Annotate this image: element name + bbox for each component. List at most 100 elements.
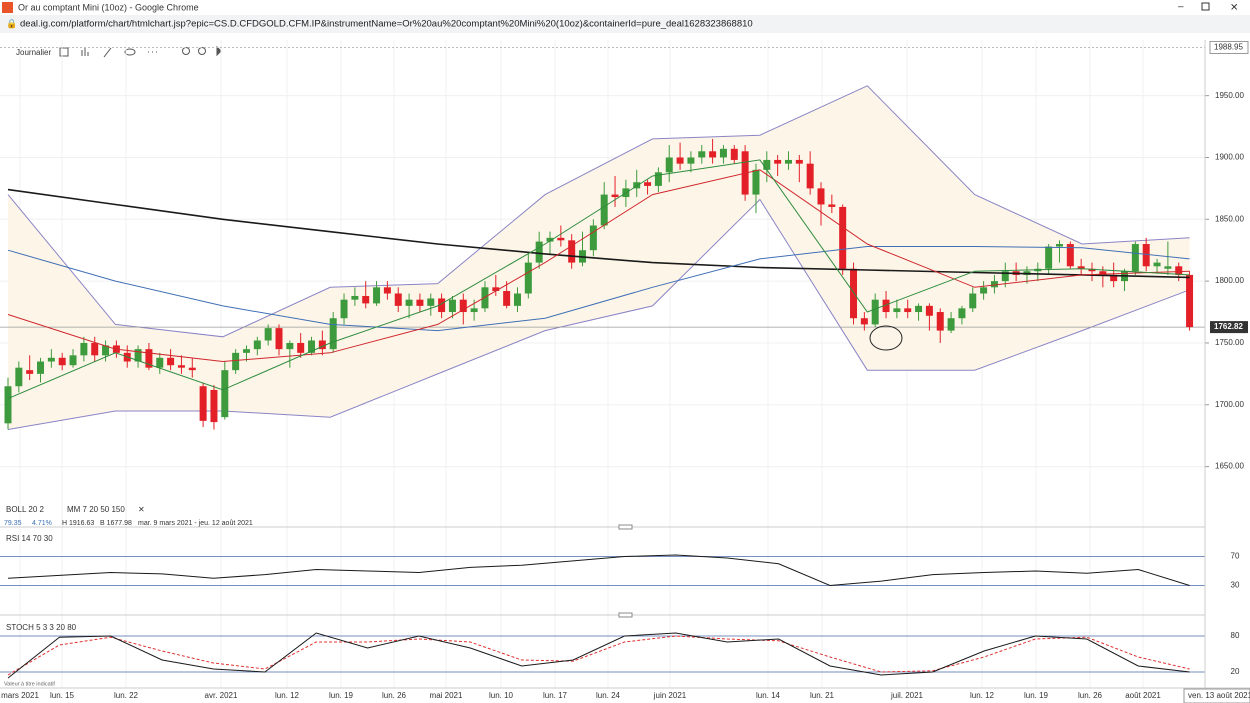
candle-body bbox=[936, 312, 944, 331]
minimize-button[interactable]: – bbox=[1178, 2, 1184, 13]
x-tick-label: lun. 26 bbox=[382, 691, 407, 700]
candle-body bbox=[1110, 274, 1118, 282]
candle-body bbox=[513, 293, 521, 306]
candle-body bbox=[990, 281, 998, 288]
candle-body bbox=[1077, 266, 1085, 269]
rsi-legend: RSI 14 70 30 bbox=[6, 534, 53, 543]
maximize-button[interactable] bbox=[1201, 2, 1210, 11]
candle-body bbox=[438, 298, 446, 313]
candle-body bbox=[448, 299, 456, 313]
candle-body bbox=[1045, 246, 1053, 269]
high-label: 1988.95 bbox=[1214, 43, 1243, 52]
x-tick-label: lun. 19 bbox=[329, 691, 354, 700]
toolbar-icons bbox=[59, 45, 222, 58]
candle-body bbox=[1153, 262, 1161, 267]
candle-body bbox=[69, 355, 77, 366]
candle-body bbox=[654, 172, 662, 186]
x-tick-label: lun. 22 bbox=[114, 691, 139, 700]
moving-average bbox=[7, 188, 1190, 279]
y-tick-label: 1650.00 bbox=[1215, 462, 1244, 471]
app-icon bbox=[2, 2, 13, 13]
stat: 4.71% bbox=[32, 520, 52, 527]
close-button[interactable]: ✕ bbox=[1230, 3, 1238, 14]
x-tick-label: juin 2021 bbox=[653, 691, 687, 700]
lock-icon: 🔒 bbox=[6, 18, 17, 28]
candle-body bbox=[394, 293, 402, 306]
candle-body bbox=[817, 188, 825, 205]
url[interactable]: deal.ig.com/platform/chart/htmlchart.jsp… bbox=[20, 19, 753, 30]
moving-average bbox=[7, 169, 1190, 363]
candle-body bbox=[221, 370, 229, 418]
moving-average bbox=[7, 246, 1190, 332]
stat: H 1916.63 bbox=[62, 520, 94, 527]
candle-body bbox=[383, 287, 391, 294]
candle-body bbox=[481, 287, 489, 309]
candle-body bbox=[80, 342, 88, 356]
x-tick-label: lun. 12 bbox=[275, 691, 300, 700]
chart-type-icon[interactable] bbox=[59, 47, 69, 57]
candle-body bbox=[188, 367, 196, 371]
candle-body bbox=[882, 299, 890, 313]
draw-icon[interactable] bbox=[103, 47, 112, 58]
y-tick-label: 30 bbox=[1231, 581, 1240, 590]
view-icon[interactable] bbox=[124, 48, 136, 56]
candle-body bbox=[860, 318, 868, 325]
candle-body bbox=[373, 287, 381, 304]
candle-body bbox=[850, 268, 858, 319]
legend-close[interactable]: ✕ bbox=[138, 505, 145, 514]
candle-body bbox=[676, 157, 684, 164]
y-tick-label: 1850.00 bbox=[1215, 214, 1244, 223]
candle-body bbox=[167, 357, 175, 366]
resize-handle[interactable] bbox=[618, 612, 633, 618]
x-tick-label: lun. 26 bbox=[1078, 691, 1103, 700]
y-tick-label: 20 bbox=[1231, 667, 1240, 676]
y-tick-label: 80 bbox=[1231, 631, 1240, 640]
interval-selector[interactable]: Journalier bbox=[16, 48, 51, 57]
candle-body bbox=[47, 357, 55, 362]
candle-body bbox=[232, 352, 240, 371]
candle-body bbox=[719, 148, 727, 158]
resize-handle[interactable] bbox=[618, 524, 633, 530]
play-icon[interactable] bbox=[216, 45, 222, 57]
chart-layer: mars 2021 lun. 15 lun. 22 avr. 2021 lun. 12 l… bbox=[0, 40, 1249, 700]
candle-body bbox=[546, 237, 554, 242]
candle-body bbox=[1131, 244, 1139, 272]
candle-body bbox=[351, 295, 359, 300]
candle-body bbox=[1066, 244, 1074, 267]
y-tick-label: 1900.00 bbox=[1215, 153, 1244, 162]
y-tick-label: 1750.00 bbox=[1215, 338, 1244, 347]
candle-body bbox=[752, 169, 760, 195]
candle-body bbox=[297, 342, 305, 353]
candle-body bbox=[795, 159, 803, 164]
annotation-circle bbox=[869, 325, 903, 351]
candle-body bbox=[329, 318, 337, 350]
candle-body bbox=[871, 299, 879, 325]
candle-body bbox=[611, 194, 619, 198]
candle-body bbox=[1055, 244, 1063, 247]
candle-body bbox=[698, 151, 706, 158]
candle-body bbox=[665, 157, 673, 173]
indicators-icon[interactable] bbox=[81, 47, 89, 56]
zoom-out-icon[interactable] bbox=[182, 47, 190, 55]
x-tick-label: août 2021 bbox=[1125, 691, 1161, 700]
candle-body bbox=[644, 182, 652, 186]
candle-body bbox=[904, 308, 912, 313]
candle-body bbox=[958, 308, 966, 319]
x-tick-label: juil. 2021 bbox=[890, 691, 924, 700]
zoom-in-icon[interactable] bbox=[198, 47, 206, 55]
candle-body bbox=[264, 328, 272, 341]
candle-body bbox=[915, 305, 923, 313]
candle-body bbox=[492, 287, 500, 292]
candle-body bbox=[340, 299, 348, 319]
y-tick-label: 1800.00 bbox=[1215, 276, 1244, 285]
candle-body bbox=[1164, 266, 1172, 269]
stat: 79.35 bbox=[4, 520, 22, 527]
x-tick-label: avr. 2021 bbox=[205, 691, 238, 700]
title-bar bbox=[0, 0, 1250, 15]
candle-body bbox=[405, 299, 413, 306]
end-date: ven. 13 août 2021 bbox=[1188, 691, 1250, 700]
candle-body bbox=[459, 299, 467, 313]
candle-body bbox=[806, 163, 814, 189]
